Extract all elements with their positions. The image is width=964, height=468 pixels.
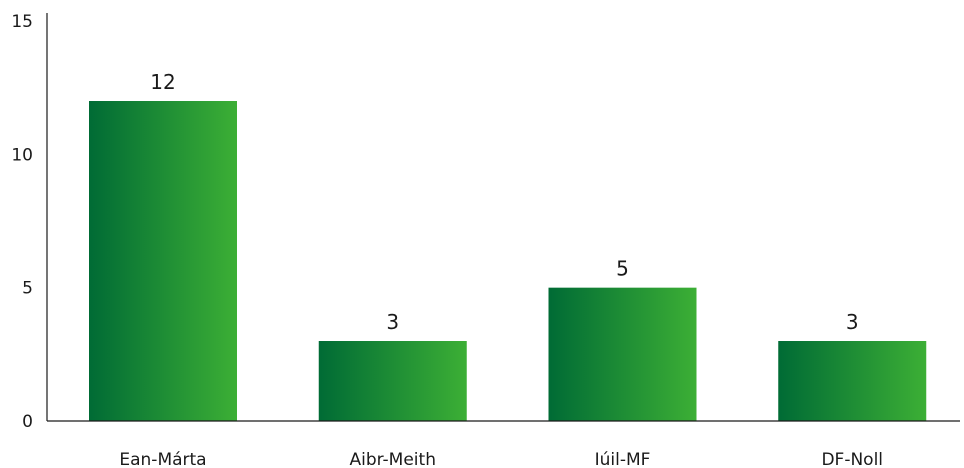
- y-tick-label: 10: [11, 145, 33, 165]
- bar-value-label: 3: [386, 310, 399, 334]
- y-tick-label: 15: [11, 12, 33, 32]
- bar: [318, 341, 467, 421]
- bars: [89, 101, 927, 421]
- data-labels: 12 3 5 3: [150, 70, 858, 334]
- y-axis-ticks: 0 5 10 15: [11, 12, 33, 432]
- x-tick-label: Aibr-Meith: [350, 450, 436, 468]
- bar: [89, 101, 237, 421]
- x-axis-ticks: Ean-Márta Aibr-Meith Iúil-MF DF-Noll: [119, 450, 883, 468]
- y-tick-label: 0: [22, 412, 33, 432]
- x-tick-label: Iúil-MF: [595, 450, 651, 468]
- bar-value-label: 3: [846, 310, 859, 334]
- x-tick-label: DF-Noll: [821, 450, 883, 468]
- y-tick-label: 5: [22, 279, 33, 299]
- bar-value-label: 12: [150, 70, 175, 94]
- bar: [548, 287, 697, 421]
- bar: [778, 341, 927, 421]
- x-tick-label: Ean-Márta: [119, 450, 206, 468]
- bar-value-label: 5: [616, 257, 629, 281]
